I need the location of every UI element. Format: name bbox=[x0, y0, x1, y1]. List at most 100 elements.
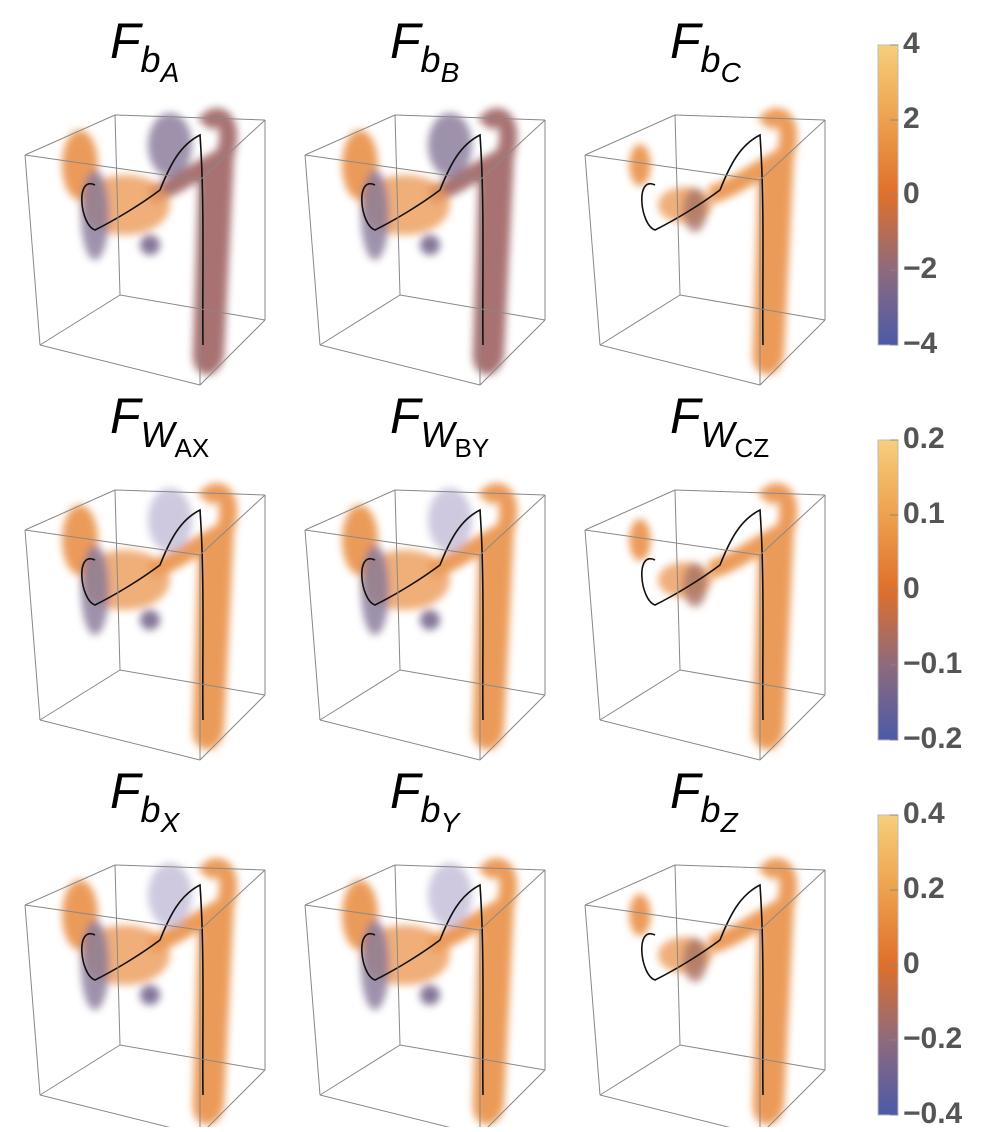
box-edge bbox=[585, 905, 760, 930]
label-main: F bbox=[390, 388, 423, 444]
box-edge bbox=[675, 115, 825, 120]
blob bbox=[420, 610, 440, 630]
box-edge bbox=[600, 295, 680, 345]
box-edge bbox=[25, 155, 40, 345]
box-edge bbox=[600, 720, 760, 760]
box-edge bbox=[115, 865, 265, 870]
box-edge bbox=[600, 345, 760, 385]
box-edge bbox=[40, 295, 120, 345]
label-sub: b bbox=[141, 39, 161, 80]
box-edge bbox=[320, 670, 400, 720]
label-sub: b bbox=[701, 39, 721, 80]
trajectory bbox=[642, 135, 763, 345]
blob bbox=[81, 920, 109, 1010]
trajectory bbox=[642, 510, 763, 720]
blob bbox=[683, 563, 707, 607]
blob bbox=[81, 545, 109, 635]
blob bbox=[710, 117, 788, 366]
label-sub: W bbox=[141, 414, 178, 455]
box-edge bbox=[675, 490, 825, 495]
colorbar-tick-label: −0.4 bbox=[903, 1097, 963, 1127]
box-edge bbox=[400, 670, 545, 695]
box-edge bbox=[40, 720, 200, 760]
box-edge bbox=[120, 1045, 265, 1070]
label-main: F bbox=[390, 13, 423, 69]
box-edge bbox=[600, 1045, 680, 1095]
box-edge bbox=[115, 490, 265, 495]
box-edge bbox=[600, 1095, 760, 1127]
box-edge bbox=[320, 1095, 480, 1127]
label-sub: W bbox=[421, 414, 458, 455]
panel-label: FbC bbox=[670, 13, 742, 88]
box-edge bbox=[120, 295, 265, 320]
box-edge bbox=[320, 345, 480, 385]
blob bbox=[629, 144, 651, 186]
blob bbox=[140, 985, 160, 1005]
colorbar-tick-label: −2 bbox=[903, 252, 937, 285]
label-sub: b bbox=[421, 789, 441, 830]
label-subsub: B bbox=[441, 57, 460, 88]
label-sub: b bbox=[701, 789, 721, 830]
label-subsub: X bbox=[160, 807, 181, 838]
blob bbox=[710, 867, 788, 1116]
colorbar-tick-label: 0.2 bbox=[903, 422, 945, 455]
panel bbox=[305, 863, 545, 1127]
panel bbox=[305, 113, 545, 385]
blob bbox=[683, 938, 707, 982]
blob bbox=[140, 235, 160, 255]
box-edge bbox=[115, 115, 265, 120]
box-edge bbox=[40, 670, 120, 720]
blob bbox=[81, 170, 109, 260]
label-subsub: CZ bbox=[735, 433, 770, 463]
colorbar-tick-label: −0.2 bbox=[903, 722, 962, 755]
box-edge bbox=[400, 295, 545, 320]
blob bbox=[420, 235, 440, 255]
box-edge bbox=[680, 1045, 825, 1070]
volume-render bbox=[629, 867, 788, 1116]
colorbar-tick-label: 0 bbox=[903, 177, 920, 210]
label-main: F bbox=[670, 13, 703, 69]
box-edge bbox=[585, 530, 600, 720]
label-sub: b bbox=[421, 39, 441, 80]
box-edge bbox=[395, 115, 545, 120]
panel-label: FbA bbox=[110, 13, 179, 88]
box-edge bbox=[395, 865, 545, 870]
blob bbox=[710, 492, 788, 741]
panel bbox=[585, 115, 825, 385]
label-main: F bbox=[110, 763, 143, 819]
box-edge bbox=[585, 490, 675, 530]
box-edge bbox=[305, 155, 320, 345]
colorbar-tick-label: 0 bbox=[903, 572, 920, 605]
blob bbox=[361, 920, 389, 1010]
box-edge bbox=[585, 155, 600, 345]
box-edge bbox=[400, 1045, 545, 1070]
colorbar-tick-label: 0.4 bbox=[903, 797, 945, 830]
blob bbox=[629, 519, 651, 561]
panel bbox=[585, 490, 825, 760]
box-edge bbox=[675, 865, 825, 870]
blob bbox=[361, 170, 389, 260]
label-main: F bbox=[670, 388, 703, 444]
panel-label: FbB bbox=[390, 13, 459, 88]
label-main: F bbox=[110, 388, 143, 444]
box-edge bbox=[305, 905, 320, 1095]
box-edge bbox=[680, 670, 825, 695]
label-subsub: A bbox=[159, 57, 180, 88]
panel-label: FWCZ bbox=[670, 388, 769, 463]
colorbar-tick-label: 4 bbox=[903, 27, 920, 60]
panel bbox=[585, 865, 825, 1127]
box-edge bbox=[585, 115, 675, 155]
label-subsub: Y bbox=[441, 807, 462, 838]
box-edge bbox=[680, 295, 825, 320]
box-edge bbox=[585, 905, 600, 1095]
box-edge bbox=[585, 530, 760, 555]
colorbar-tick-label: 0.2 bbox=[903, 872, 945, 905]
panel bbox=[25, 113, 265, 385]
trajectory bbox=[642, 885, 763, 1095]
box-edge bbox=[395, 490, 545, 495]
blob bbox=[140, 610, 160, 630]
panel-label: FWAX bbox=[110, 388, 209, 463]
label-main: F bbox=[670, 763, 703, 819]
colorbar-tick-label: −0.2 bbox=[903, 1022, 962, 1055]
box-edge bbox=[320, 1045, 400, 1095]
